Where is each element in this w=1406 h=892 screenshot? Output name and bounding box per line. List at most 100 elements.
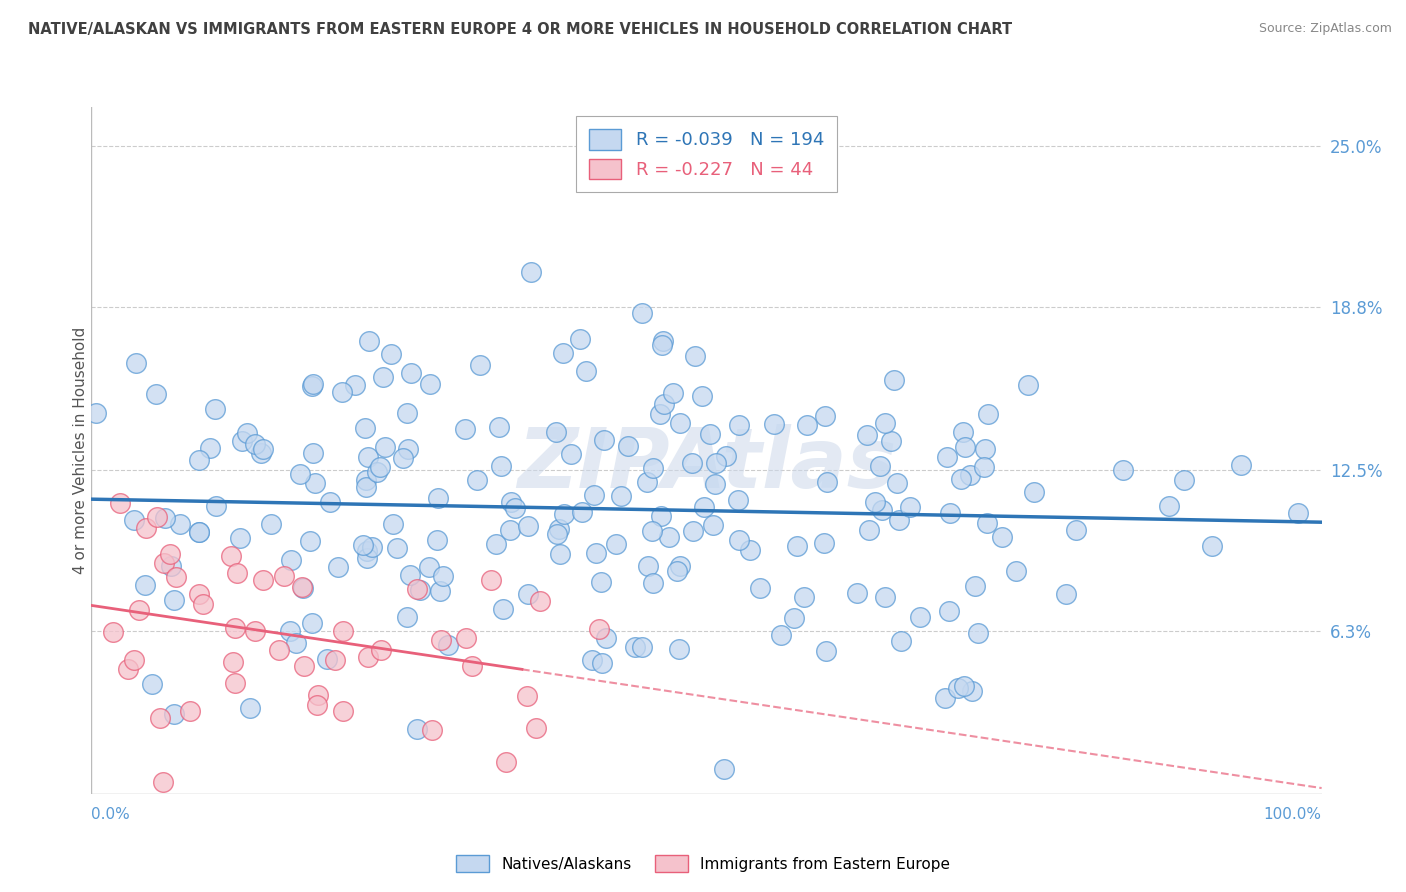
Point bbox=[748, 581, 770, 595]
Point bbox=[959, 467, 981, 482]
Point bbox=[855, 428, 877, 442]
Point bbox=[252, 442, 274, 457]
Point bbox=[387, 541, 409, 555]
Point bbox=[149, 711, 172, 725]
Point bbox=[631, 640, 654, 654]
Point bbox=[357, 334, 380, 348]
Point bbox=[935, 450, 957, 464]
Point bbox=[222, 655, 245, 669]
Point bbox=[260, 517, 283, 532]
Point bbox=[938, 604, 960, 618]
Point bbox=[651, 338, 673, 352]
Point bbox=[432, 569, 454, 583]
Point bbox=[354, 420, 377, 434]
Point bbox=[284, 636, 307, 650]
Point bbox=[952, 425, 974, 439]
Point bbox=[316, 652, 339, 666]
Point bbox=[280, 624, 302, 638]
Point bbox=[1173, 473, 1195, 487]
Point bbox=[1064, 523, 1087, 537]
Point bbox=[793, 590, 815, 604]
Point bbox=[280, 552, 302, 566]
Point bbox=[224, 676, 246, 690]
Point bbox=[330, 385, 353, 400]
Point bbox=[301, 615, 323, 630]
Point bbox=[243, 624, 266, 638]
Point bbox=[796, 417, 818, 432]
Point bbox=[623, 640, 645, 654]
Text: ZIPAtlas: ZIPAtlas bbox=[517, 424, 896, 505]
Point bbox=[399, 366, 422, 380]
Point bbox=[630, 306, 652, 320]
Point bbox=[962, 684, 984, 698]
Point bbox=[1005, 564, 1028, 578]
Point bbox=[898, 500, 921, 514]
Point bbox=[124, 653, 146, 667]
Point bbox=[585, 546, 607, 560]
Point bbox=[814, 409, 837, 423]
Point bbox=[152, 775, 174, 789]
Point bbox=[382, 517, 405, 532]
Point bbox=[354, 473, 377, 487]
Point bbox=[406, 582, 429, 596]
Point bbox=[187, 587, 209, 601]
Point bbox=[219, 549, 242, 563]
Point bbox=[934, 691, 956, 706]
Point bbox=[1286, 506, 1309, 520]
Point bbox=[740, 543, 762, 558]
Point bbox=[617, 440, 640, 454]
Point bbox=[179, 705, 201, 719]
Point bbox=[550, 548, 572, 562]
Point bbox=[814, 644, 837, 658]
Point bbox=[243, 436, 266, 450]
Point bbox=[714, 449, 737, 463]
Point bbox=[370, 643, 392, 657]
Point bbox=[1112, 463, 1135, 477]
Point bbox=[967, 625, 990, 640]
Point bbox=[135, 521, 157, 535]
Point bbox=[307, 689, 329, 703]
Point bbox=[591, 656, 613, 670]
Point bbox=[546, 425, 568, 439]
Point bbox=[704, 477, 727, 491]
Point bbox=[146, 510, 169, 524]
Point bbox=[813, 536, 835, 550]
Point bbox=[636, 475, 658, 489]
Point bbox=[461, 659, 484, 673]
Point bbox=[124, 356, 146, 370]
Point bbox=[361, 541, 384, 555]
Point bbox=[495, 755, 517, 769]
Point bbox=[668, 641, 690, 656]
Point bbox=[652, 397, 675, 411]
Point bbox=[551, 345, 574, 359]
Point bbox=[650, 407, 672, 421]
Point bbox=[883, 373, 905, 387]
Point bbox=[640, 524, 662, 538]
Point bbox=[479, 573, 502, 587]
Point bbox=[294, 658, 316, 673]
Point bbox=[880, 434, 903, 448]
Point bbox=[343, 378, 366, 392]
Point bbox=[128, 603, 150, 617]
Point bbox=[1024, 485, 1046, 500]
Point bbox=[406, 722, 429, 736]
Point bbox=[371, 370, 394, 384]
Point bbox=[319, 495, 342, 509]
Text: 100.0%: 100.0% bbox=[1264, 807, 1322, 822]
Point bbox=[668, 417, 690, 431]
Point bbox=[419, 376, 441, 391]
Point bbox=[939, 506, 962, 520]
Point bbox=[529, 594, 551, 608]
Point bbox=[965, 579, 987, 593]
Point bbox=[953, 680, 976, 694]
Point bbox=[763, 417, 786, 432]
Point bbox=[488, 419, 510, 434]
Point bbox=[485, 537, 508, 551]
Text: NATIVE/ALASKAN VS IMMIGRANTS FROM EASTERN EUROPE 4 OR MORE VEHICLES IN HOUSEHOLD: NATIVE/ALASKAN VS IMMIGRANTS FROM EASTER… bbox=[28, 22, 1012, 37]
Point bbox=[595, 631, 617, 645]
Point bbox=[101, 625, 124, 640]
Point bbox=[141, 677, 163, 691]
Point bbox=[574, 363, 596, 377]
Point bbox=[769, 628, 792, 642]
Point bbox=[163, 707, 186, 722]
